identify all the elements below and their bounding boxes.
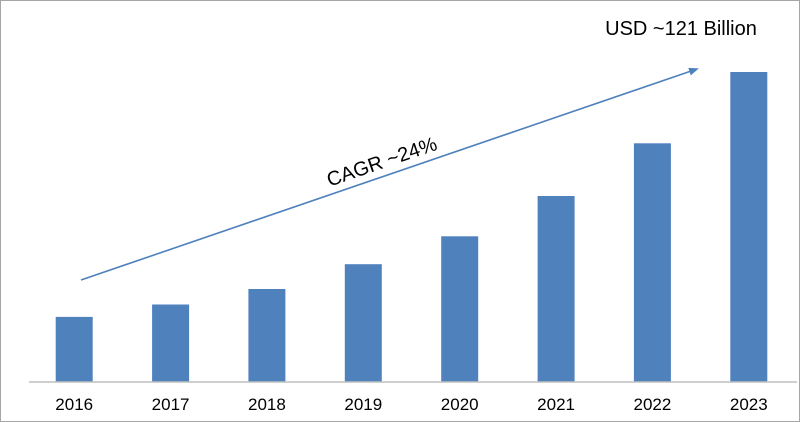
bar-2021 xyxy=(537,196,575,382)
bar-2017 xyxy=(152,304,190,382)
x-tick-label: 2020 xyxy=(441,395,479,414)
x-tick-label: 2023 xyxy=(730,395,768,414)
x-axis-ticks: 2016 2017 2018 2019 2020 2021 2022 2023 xyxy=(55,395,767,414)
trend-arrow xyxy=(80,67,699,281)
bar-2023 xyxy=(730,72,768,382)
x-tick-label: 2018 xyxy=(248,395,286,414)
bar-2019 xyxy=(344,264,382,382)
bar-2016 xyxy=(55,316,93,382)
bar-2022 xyxy=(633,143,671,382)
end-value-annotation: USD ~121 Billion xyxy=(605,18,757,40)
x-tick-label: 2019 xyxy=(344,395,382,414)
x-tick-label: 2021 xyxy=(537,395,575,414)
x-tick-label: 2017 xyxy=(152,395,190,414)
x-tick-label: 2016 xyxy=(55,395,93,414)
bar-2018 xyxy=(248,289,286,382)
bar-2020 xyxy=(441,236,479,382)
x-tick-label: 2022 xyxy=(633,395,671,414)
bars-group xyxy=(55,72,768,382)
